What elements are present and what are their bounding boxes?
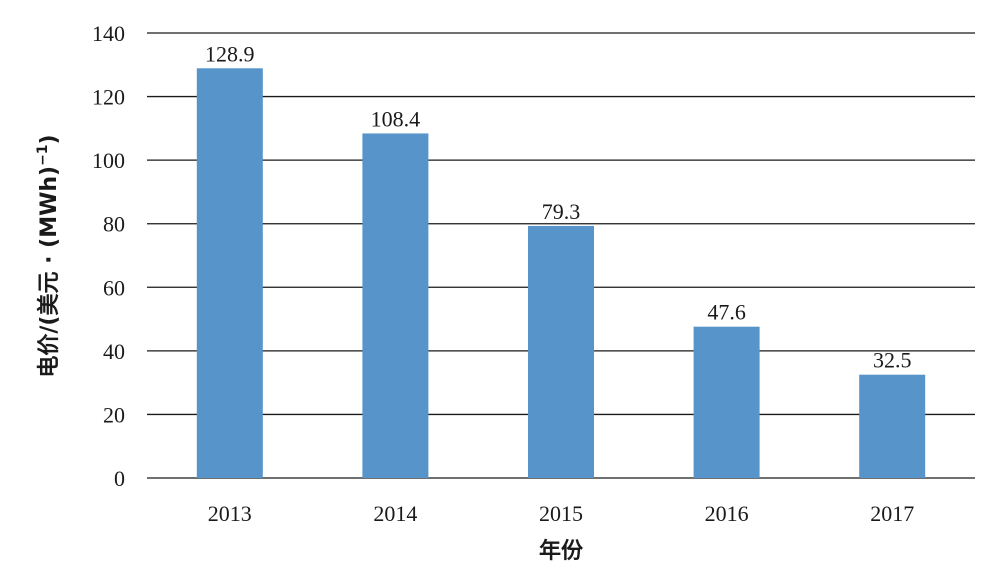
x-tick-label-2013: 2013: [208, 501, 252, 526]
x-axis-ticks: 2013 2014 2015 2016 2017: [208, 501, 914, 526]
y-axis-title: 电价/(美元 · (MWh)−1): [35, 134, 62, 377]
y-axis-title-superscript: −1: [35, 144, 51, 165]
y-tick-label: 20: [103, 402, 125, 427]
x-tick-label-2017: 2017: [870, 501, 914, 526]
data-label-2017: 32.5: [873, 348, 912, 373]
bar-2015: [528, 225, 594, 478]
x-tick-label-2015: 2015: [539, 501, 583, 526]
y-tick-label: 140: [92, 21, 125, 46]
y-axis-ticks: 0 20 40 60 80 100 120 140: [92, 21, 125, 491]
x-axis-title: 年份: [539, 538, 584, 564]
x-tick-label-2014: 2014: [373, 501, 417, 526]
data-label-2013: 128.9: [205, 41, 255, 66]
bar-2016: [693, 326, 760, 478]
y-tick-label: 0: [114, 466, 125, 491]
y-tick-label: 120: [92, 85, 125, 110]
bar-2014: [362, 133, 429, 478]
data-label-2014: 108.4: [371, 106, 421, 131]
y-axis-title-main: 电价/(美元 · (MWh): [36, 166, 62, 378]
data-labels: 128.9 108.4 79.3 47.6 32.5: [205, 41, 911, 372]
y-tick-label: 40: [103, 339, 125, 364]
data-label-2015: 79.3: [542, 199, 581, 224]
x-tick-label-2016: 2016: [705, 501, 749, 526]
bar-2017: [859, 374, 926, 478]
y-tick-label: 60: [103, 275, 125, 300]
y-tick-label: 100: [92, 148, 125, 173]
y-axis-title-close: ): [37, 134, 62, 144]
bars: [196, 68, 926, 479]
data-label-2016: 47.6: [707, 300, 746, 325]
y-tick-label: 80: [103, 212, 125, 237]
bar-2013: [196, 68, 263, 479]
